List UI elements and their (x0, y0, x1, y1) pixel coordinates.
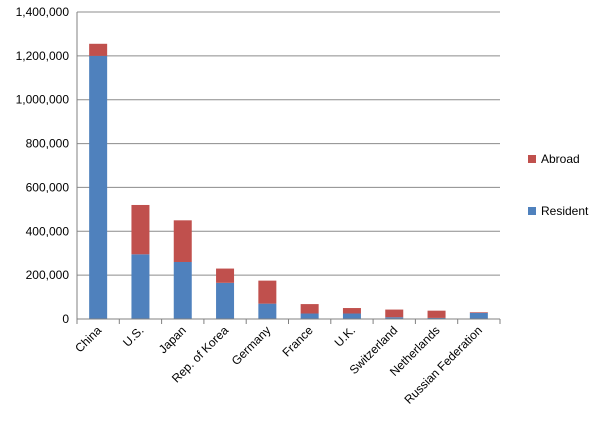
bar-segment-abroad (342, 308, 361, 314)
bar-segment-resident (89, 55, 108, 319)
bar-segment-abroad (385, 309, 404, 318)
x-category-label: France (279, 323, 316, 360)
bar-segment-resident (385, 317, 404, 319)
y-tick-label: 1,200,000 (16, 49, 70, 63)
x-category-label: Japan (156, 323, 189, 356)
y-tick-label: 0 (62, 312, 69, 326)
bar-segment-abroad (173, 220, 192, 262)
bar-segment-resident (342, 313, 361, 319)
x-category-label: U.K. (332, 323, 358, 349)
bar-segment-abroad (131, 204, 150, 255)
x-category-label: Germany (229, 323, 274, 368)
bar-segment-resident (173, 261, 192, 319)
bar-segment-abroad (469, 312, 488, 313)
y-tick-label: 1,000,000 (16, 93, 70, 107)
bar-segment-resident (216, 282, 235, 319)
x-category-label: Russian Federation (401, 323, 484, 406)
bar-segment-abroad (258, 280, 277, 304)
y-tick-label: 800,000 (26, 137, 70, 151)
x-category-label: U.S. (120, 323, 146, 349)
bar-segment-resident (427, 317, 446, 319)
bar-segment-resident (469, 312, 488, 319)
legend-label-resident: Resident (541, 204, 589, 218)
legend-label-abroad: Abroad (541, 152, 580, 166)
bar-segment-abroad (89, 43, 108, 56)
y-tick-label: 400,000 (26, 224, 70, 238)
y-axis-tick-labels: 0 200,000 400,000 600,000 800,000 1,000,000 1,… (16, 5, 70, 326)
x-category-label: China (72, 323, 104, 355)
bars (89, 43, 488, 319)
y-tick-label: 600,000 (26, 180, 70, 194)
x-axis-tick-marks (76, 319, 501, 324)
bar-segment-resident (300, 313, 319, 319)
bar-segment-abroad (427, 310, 446, 318)
y-tick-label: 1,400,000 (16, 5, 70, 19)
y-tick-label: 200,000 (26, 268, 70, 282)
bar-segment-abroad (300, 304, 319, 314)
legend-swatch-resident (528, 207, 536, 215)
legend: Abroad Resident (528, 152, 589, 218)
bar-segment-resident (258, 303, 277, 319)
bar-segment-abroad (216, 268, 235, 283)
legend-swatch-abroad (528, 155, 536, 163)
bar-segment-resident (131, 254, 150, 319)
